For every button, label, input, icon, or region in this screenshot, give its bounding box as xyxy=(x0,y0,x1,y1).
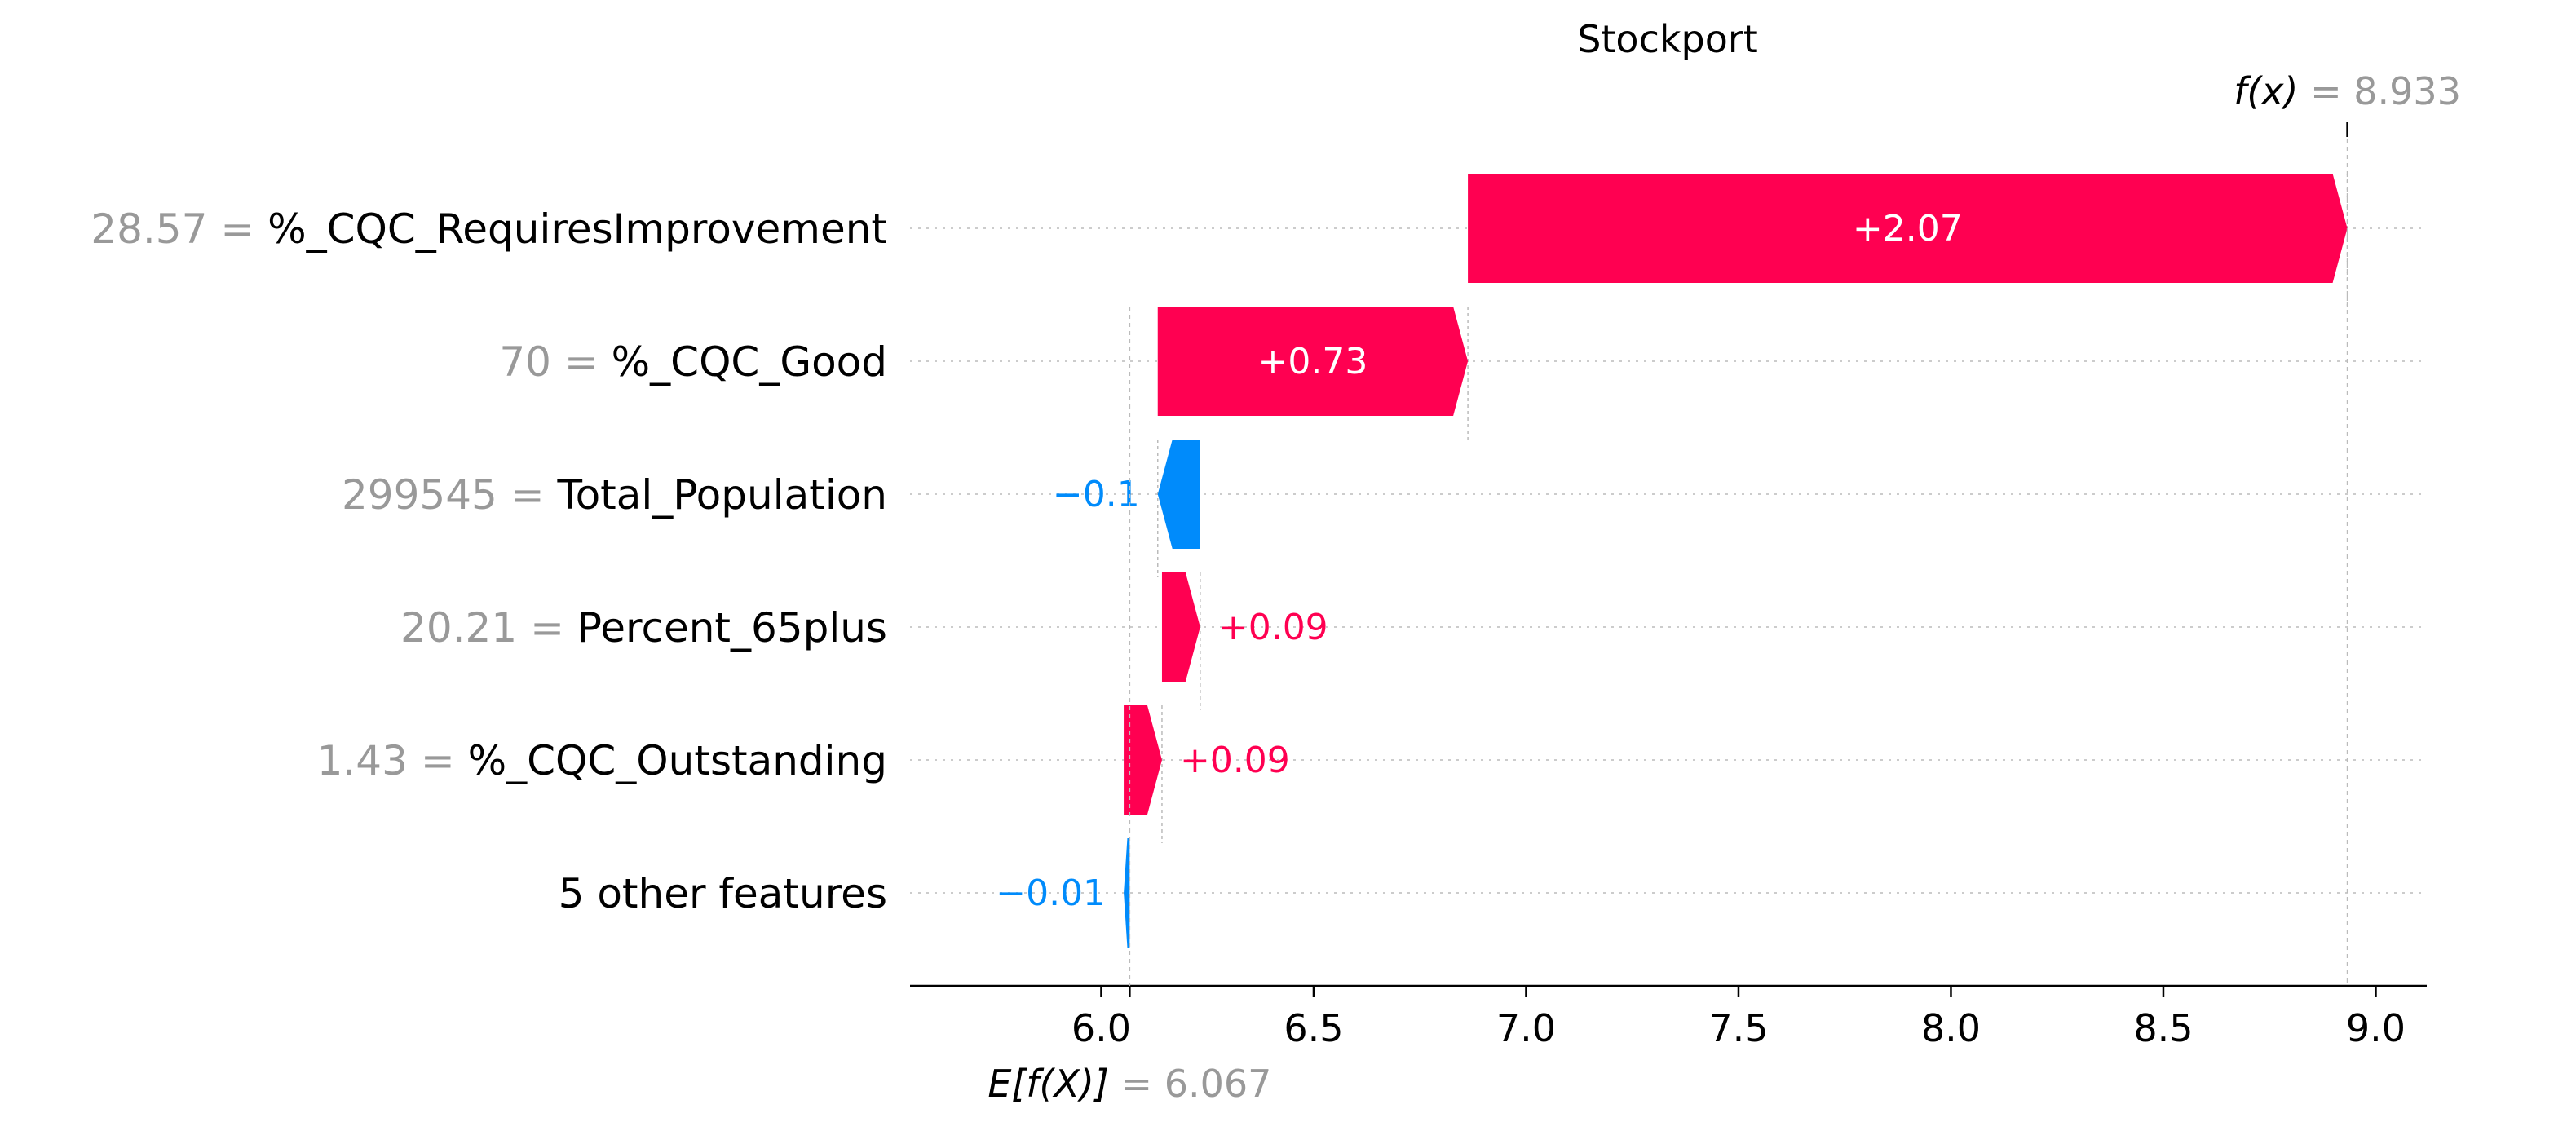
equals-sign: = xyxy=(517,604,577,652)
fx-annotation: f(x) = 8.933 xyxy=(2234,69,2461,986)
fx-label: f(x) = 8.933 xyxy=(2234,69,2461,113)
fx-symbol: f(x) xyxy=(2234,69,2298,113)
expected-value-annotation: E[f(X)] = 6.067 xyxy=(988,307,1271,1106)
expected-symbol: E[f(X)] xyxy=(988,1062,1109,1106)
feature-value: 299545 xyxy=(342,471,497,519)
contribution-bar xyxy=(1157,440,1200,549)
feature-name: Percent_65plus xyxy=(577,604,887,652)
x-tick-label: 8.0 xyxy=(1921,1006,1981,1050)
feature-name: Total_Population xyxy=(557,471,887,519)
equals-sign: = xyxy=(408,737,468,784)
contribution-bar xyxy=(1124,705,1162,815)
equals-sign: = xyxy=(497,471,558,519)
bar-value-label: −0.01 xyxy=(996,872,1106,914)
x-tick-label: 6.0 xyxy=(1071,1006,1131,1050)
expected-equals: = xyxy=(1109,1062,1164,1106)
bar-value-label: +0.09 xyxy=(1218,607,1328,648)
feature-label: 70 = %_CQC_Good xyxy=(499,338,887,386)
x-axis: 6.0 6.5 7.0 7.5 8.0 8.5 9.0 xyxy=(910,984,2427,1050)
x-tick-label: 9.0 xyxy=(2346,1006,2406,1050)
feature-value: 70 xyxy=(499,338,551,386)
fx-equals: = xyxy=(2298,69,2353,113)
bar-value-label: +2.07 xyxy=(1853,208,1963,250)
feature-label: 28.57 = %_CQC_RequiresImprovement xyxy=(91,205,887,253)
feature-name: %_CQC_Good xyxy=(612,338,887,386)
x-tick-label: 7.5 xyxy=(1708,1006,1768,1050)
feature-name: %_CQC_Outstanding xyxy=(468,737,887,784)
x-tick-label: 7.0 xyxy=(1496,1006,1556,1050)
feature-label: 1.43 = %_CQC_Outstanding xyxy=(317,737,887,784)
contribution-bar xyxy=(1161,572,1200,682)
bar-value-label: −0.1 xyxy=(1053,474,1140,515)
contribution-bar xyxy=(1468,174,2348,283)
expected-label: E[f(X)] = 6.067 xyxy=(988,1062,1271,1106)
x-tick-label: 8.5 xyxy=(2133,1006,2193,1050)
feature-value: 1.43 xyxy=(317,737,408,784)
equals-sign: = xyxy=(551,338,612,386)
feature-label: 5 other features xyxy=(559,870,887,917)
feature-labels: 28.57 = %_CQC_RequiresImprovement 70 = %_… xyxy=(91,205,887,917)
expected-value: 6.067 xyxy=(1164,1062,1272,1106)
feature-name: %_CQC_RequiresImprovement xyxy=(267,205,887,253)
bar-value-label: +0.09 xyxy=(1180,740,1290,781)
feature-label: 20.21 = Percent_65plus xyxy=(400,604,887,652)
contribution-bar xyxy=(1157,307,1469,416)
contribution-bar xyxy=(1124,838,1130,948)
fx-value: 8.933 xyxy=(2353,69,2461,113)
feature-name: 5 other features xyxy=(559,870,887,917)
bar-value-label: +0.73 xyxy=(1257,341,1368,382)
contribution-bars: +2.07 +0.73 −0.1 +0.09 +0.09 −0.01 xyxy=(996,174,2348,948)
chart-title: Stockport xyxy=(1577,17,1758,61)
feature-value: 28.57 xyxy=(91,205,207,253)
feature-label: 299545 = Total_Population xyxy=(342,471,887,519)
feature-value: 20.21 xyxy=(400,604,517,652)
x-tick-label: 6.5 xyxy=(1284,1006,1343,1050)
equals-sign: = xyxy=(207,205,267,253)
